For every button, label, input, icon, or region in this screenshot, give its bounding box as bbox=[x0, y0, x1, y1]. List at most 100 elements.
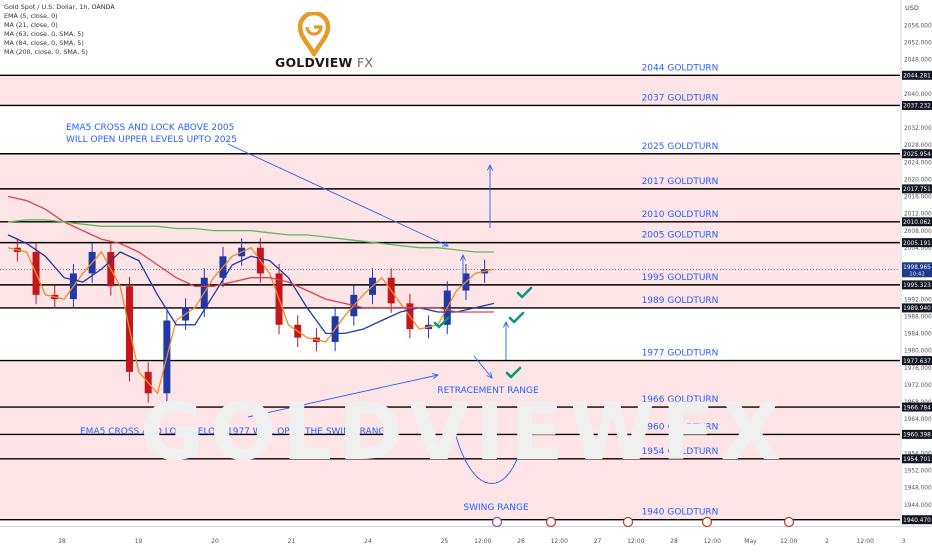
time-tick-label: 27 bbox=[594, 538, 602, 545]
goldturn-label: 1977 GOLDTURN bbox=[642, 349, 719, 359]
price-tag-label: 2037.232 bbox=[903, 104, 931, 110]
time-tick-label: 19 bbox=[135, 538, 143, 545]
goldturn-label: 2044 GOLDTURN bbox=[642, 63, 719, 73]
goldturn-label: 1954 GOLDTURN bbox=[642, 447, 719, 457]
time-tick-label: 18 bbox=[58, 538, 66, 545]
price-tick-label: 2040.000 bbox=[904, 92, 932, 98]
price-tick-label: 2024.000 bbox=[904, 160, 932, 166]
economic-event-icon[interactable] bbox=[622, 516, 634, 528]
price-tick-label: 2008.000 bbox=[904, 229, 932, 235]
time-tick-label: May bbox=[744, 538, 757, 545]
arrow-retest-up-head bbox=[459, 253, 467, 261]
goldturn-label: 1960 GOLDTURN bbox=[642, 422, 719, 432]
zone-band-0 bbox=[0, 75, 900, 106]
price-tick-label: 1948.000 bbox=[904, 486, 932, 492]
arrow-retracement-down-head bbox=[486, 372, 493, 379]
goldview-logo-icon bbox=[297, 12, 331, 56]
price-tag-label: 1995.323 bbox=[903, 283, 931, 289]
price-tag-box bbox=[902, 280, 932, 290]
time-tick-label: 24 bbox=[364, 538, 372, 545]
price-tag-label: 2010.062 bbox=[903, 220, 931, 226]
arrow-upper-annotation bbox=[227, 143, 449, 247]
check-mark-icon bbox=[505, 366, 522, 379]
price-tick-label: 2016.000 bbox=[904, 195, 932, 201]
retracement-range-label: RETRACEMENT RANGE bbox=[437, 386, 539, 396]
price-tag-box bbox=[902, 515, 932, 525]
arrow-retracement-down bbox=[473, 355, 493, 379]
price-tag-label: 1977.637 bbox=[903, 359, 931, 365]
ema5-line bbox=[7, 246, 495, 395]
annotation-lower: EMA5 CROSS AND LOCK BELOW 1977 WILL OPEN… bbox=[80, 427, 391, 437]
swing-range-arrow bbox=[521, 417, 529, 439]
economic-event-icon[interactable] bbox=[491, 516, 503, 528]
current-price-value: 1998.965 bbox=[903, 265, 931, 271]
zone-band-5 bbox=[0, 407, 900, 435]
price-tag-box bbox=[902, 70, 932, 80]
price-tick-label: 1952.000 bbox=[904, 469, 932, 475]
goldturn-label: 2005 GOLDTURN bbox=[642, 231, 719, 241]
zone-band-1 bbox=[0, 153, 900, 243]
price-tick-label: 2032.000 bbox=[904, 126, 932, 132]
goldturn-label: 2037 GOLDTURN bbox=[642, 93, 719, 103]
goldturn-label: 2010 GOLDTURN bbox=[642, 210, 719, 220]
arrow-upper-annotation-head bbox=[441, 241, 449, 247]
time-tick-label: 12:00 bbox=[857, 538, 874, 545]
price-tick-label: 2056.000 bbox=[904, 23, 932, 29]
price-tag-box bbox=[902, 238, 932, 248]
chart-header: Gold Spot / U.S. Dollar, 1h, OANDA EMA (… bbox=[4, 3, 115, 57]
economic-event-icon[interactable] bbox=[701, 516, 713, 528]
time-tick-label: 20 bbox=[211, 538, 219, 545]
arrow-upside-target-head bbox=[486, 163, 494, 171]
price-tick-label: 1980.000 bbox=[904, 349, 932, 355]
indicator-ema5-label[interactable]: EMA (5, close, 0) bbox=[4, 12, 58, 20]
goldturn-label: 1995 GOLDTURN bbox=[642, 273, 719, 283]
economic-event-icon[interactable] bbox=[545, 516, 557, 528]
logo-suffix: FX bbox=[357, 55, 374, 70]
indicator-ma200-label[interactable]: MA (200, close, 0, SMA, 5) bbox=[4, 48, 88, 56]
annotation-upper-line2: WILL OPEN UPPER LEVELS UPTO 2025 bbox=[66, 135, 237, 145]
time-tick-label: 25 bbox=[441, 538, 449, 545]
price-tick-label: 2004.000 bbox=[904, 246, 932, 252]
ma21-line bbox=[7, 234, 495, 335]
countdown-label: 10:42 bbox=[909, 271, 925, 277]
price-tag-label: 1940.470 bbox=[903, 518, 931, 524]
price-tag-label: 2017.751 bbox=[903, 187, 931, 193]
current-price-tag[interactable] bbox=[902, 262, 932, 278]
price-tick-label: 1972.000 bbox=[904, 383, 932, 389]
time-tick-label: 28 bbox=[670, 538, 678, 545]
price-tick-label: 2048.000 bbox=[904, 58, 932, 64]
price-tag-label: 2025.954 bbox=[903, 152, 931, 158]
price-tag-box bbox=[902, 100, 932, 110]
price-tick-label: 1992.000 bbox=[904, 297, 932, 303]
price-tag-label: 1960.398 bbox=[903, 433, 931, 439]
ma200-line bbox=[7, 219, 494, 253]
check-mark-icon bbox=[433, 316, 450, 329]
logo-text: GOLDVIEW FX bbox=[275, 55, 373, 70]
indicator-ma84-label[interactable]: MA (84, close, 0, SMA, 5) bbox=[4, 39, 84, 47]
price-tick-label: 1988.000 bbox=[904, 314, 932, 320]
swing-range-arrow-head bbox=[523, 417, 530, 424]
watermark: GOLDVIEWFX bbox=[140, 388, 787, 478]
symbol-title[interactable]: Gold Spot / U.S. Dollar, 1h, OANDA bbox=[4, 3, 115, 11]
goldturn-label: 1989 GOLDTURN bbox=[642, 296, 719, 306]
indicator-ma63-label[interactable]: MA (63, close, 0, SMA, 5) bbox=[4, 30, 84, 38]
zone-band-7 bbox=[0, 458, 900, 520]
goldturn-label: 2017 GOLDTURN bbox=[642, 177, 719, 187]
price-tag-label: 1966.784 bbox=[903, 405, 931, 411]
time-tick-label: 12:00 bbox=[551, 538, 568, 545]
price-tag-box bbox=[902, 184, 932, 194]
arrow-lower-annotation bbox=[247, 374, 439, 418]
price-tick-label: 2028.000 bbox=[904, 143, 932, 149]
price-tag-label: 2044.281 bbox=[903, 73, 931, 79]
time-tick-label: 12:00 bbox=[780, 538, 797, 545]
annotation-upper-line1: EMA5 CROSS AND LOCK ABOVE 2005 bbox=[66, 123, 234, 133]
price-tag-box bbox=[902, 217, 932, 227]
economic-event-icon[interactable] bbox=[783, 516, 795, 528]
check-mark-icon bbox=[516, 286, 533, 299]
indicator-ma21-label[interactable]: MA (21, close, 0) bbox=[4, 21, 58, 29]
price-tag-box bbox=[902, 149, 932, 159]
price-tag-label: 1989.940 bbox=[903, 306, 931, 312]
price-tag-box bbox=[902, 402, 932, 412]
